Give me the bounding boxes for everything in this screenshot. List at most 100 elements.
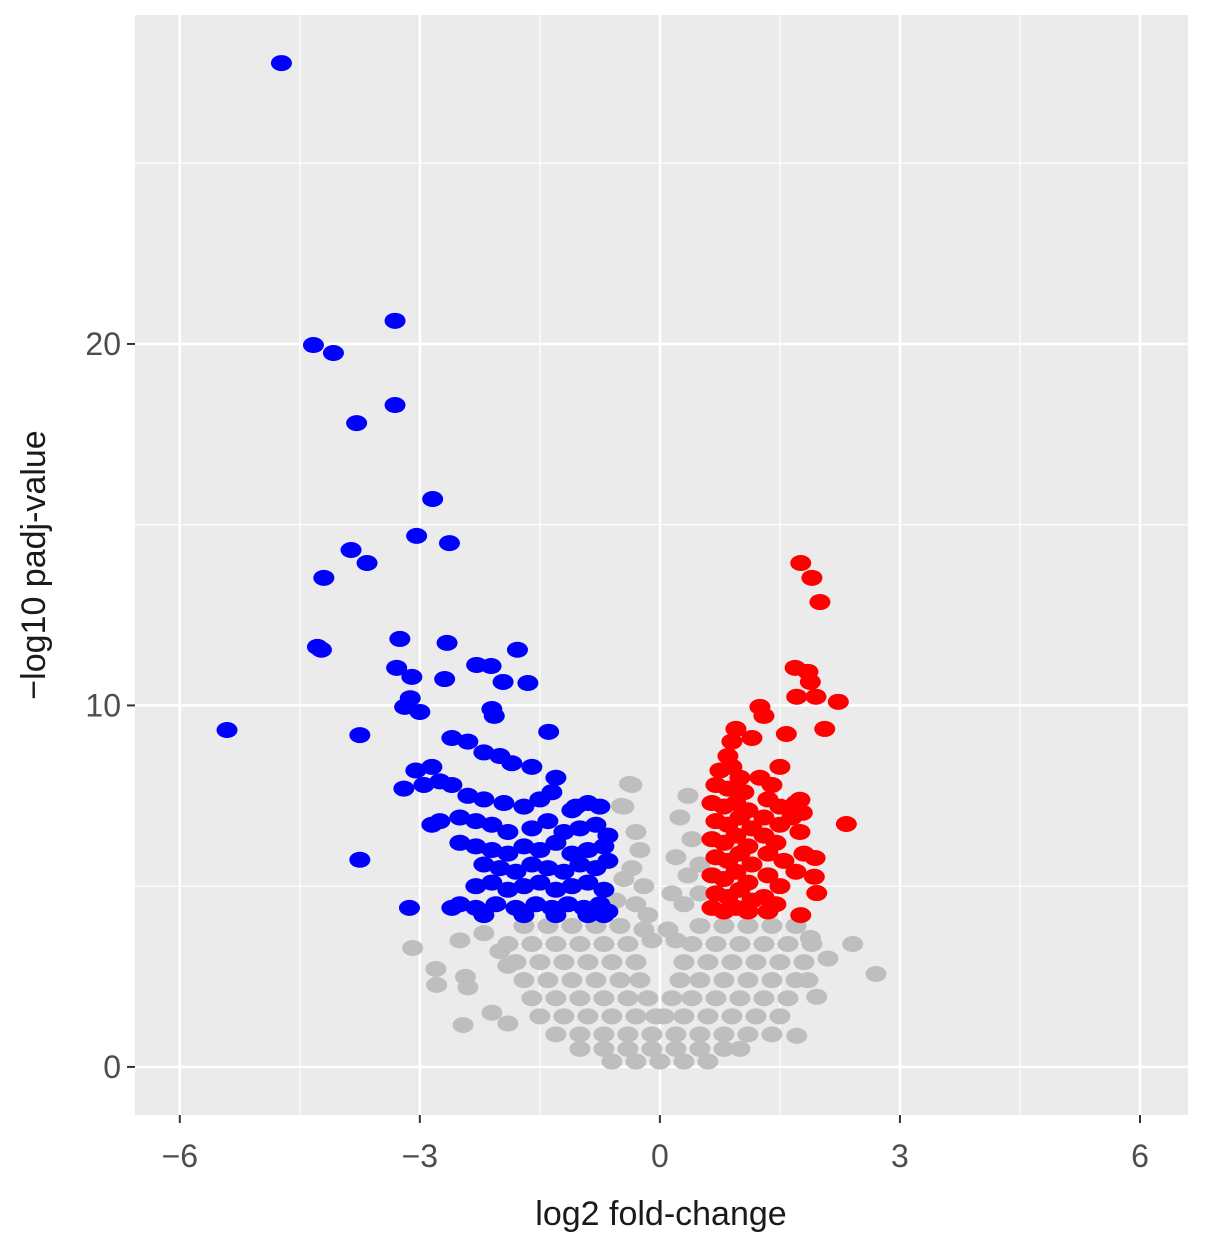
data-point xyxy=(789,823,811,840)
data-point xyxy=(729,1040,751,1057)
data-point xyxy=(761,776,783,793)
data-point xyxy=(513,798,535,815)
data-point xyxy=(449,834,471,851)
data-point xyxy=(434,671,456,688)
data-point xyxy=(617,1040,639,1057)
data-point xyxy=(689,885,711,902)
data-point xyxy=(725,720,747,737)
data-point xyxy=(737,917,759,934)
data-point xyxy=(753,990,775,1007)
data-point xyxy=(649,1053,671,1070)
data-point xyxy=(593,1040,615,1057)
data-point xyxy=(713,1040,735,1057)
data-point xyxy=(601,1008,623,1025)
data-point xyxy=(697,1053,719,1070)
data-point xyxy=(521,936,543,953)
data-point xyxy=(593,907,615,924)
data-point xyxy=(689,856,711,873)
data-point xyxy=(661,990,683,1007)
data-point xyxy=(835,816,857,833)
data-point xyxy=(497,957,519,974)
data-point xyxy=(537,972,559,989)
data-point xyxy=(457,733,479,750)
data-point xyxy=(492,673,514,690)
data-point xyxy=(625,954,647,971)
data-point xyxy=(501,755,523,772)
y-tick-label: 10 xyxy=(85,687,121,723)
data-point xyxy=(729,809,751,826)
data-point xyxy=(521,820,543,837)
data-point xyxy=(689,917,711,934)
data-point xyxy=(529,1008,551,1025)
data-point xyxy=(310,641,332,658)
data-point xyxy=(485,896,507,913)
data-point xyxy=(633,921,655,938)
data-point xyxy=(729,936,751,953)
data-point xyxy=(761,972,783,989)
x-tick-label: 6 xyxy=(1131,1138,1149,1174)
data-point xyxy=(613,870,635,887)
data-point xyxy=(593,990,615,1007)
data-point xyxy=(786,688,808,705)
data-point xyxy=(827,693,849,710)
data-point xyxy=(673,1008,695,1025)
data-point xyxy=(557,896,579,913)
data-point xyxy=(809,594,831,611)
data-point xyxy=(302,337,324,354)
data-point xyxy=(577,954,599,971)
data-point xyxy=(493,795,515,812)
data-point xyxy=(641,1026,663,1043)
data-point xyxy=(681,831,703,848)
data-point xyxy=(629,842,651,859)
x-tick-label: −3 xyxy=(402,1138,438,1174)
data-point xyxy=(585,816,607,833)
data-point xyxy=(593,936,615,953)
data-point xyxy=(665,849,687,866)
x-axis-title: log2 fold-change xyxy=(535,1195,786,1233)
data-point xyxy=(529,874,551,891)
data-point xyxy=(393,780,415,797)
data-point xyxy=(545,1026,567,1043)
data-point xyxy=(814,720,836,737)
data-point xyxy=(569,936,591,953)
data-point xyxy=(785,795,807,812)
data-point xyxy=(705,936,727,953)
data-point xyxy=(805,688,827,705)
data-point xyxy=(585,972,607,989)
points xyxy=(216,55,887,1070)
data-point xyxy=(737,1026,759,1043)
data-point xyxy=(609,917,631,934)
data-point xyxy=(413,776,435,793)
data-point xyxy=(617,936,639,953)
data-point xyxy=(865,966,887,983)
data-point xyxy=(801,569,823,586)
data-point xyxy=(270,55,292,72)
data-point xyxy=(473,744,495,761)
data-point xyxy=(529,842,551,859)
data-point xyxy=(773,852,795,869)
data-point xyxy=(677,867,699,884)
data-point xyxy=(384,397,406,414)
data-point xyxy=(790,907,812,924)
data-point xyxy=(593,881,615,898)
data-point xyxy=(713,917,735,934)
data-point xyxy=(661,885,683,902)
data-point xyxy=(537,813,559,830)
data-point xyxy=(757,845,779,862)
data-point xyxy=(799,673,821,690)
data-point xyxy=(669,809,691,826)
data-point xyxy=(689,972,711,989)
data-point xyxy=(761,917,783,934)
data-point xyxy=(565,798,587,815)
data-point xyxy=(513,907,535,924)
data-point xyxy=(665,1040,687,1057)
data-point xyxy=(399,690,421,707)
data-point xyxy=(717,780,739,797)
axes: −6 −3 0 3 6 0 10 20 xyxy=(85,326,1148,1174)
data-point xyxy=(497,1015,519,1032)
data-point xyxy=(569,1026,591,1043)
data-point xyxy=(569,820,591,837)
data-point xyxy=(513,838,535,855)
data-point xyxy=(753,809,775,826)
data-point xyxy=(669,972,691,989)
